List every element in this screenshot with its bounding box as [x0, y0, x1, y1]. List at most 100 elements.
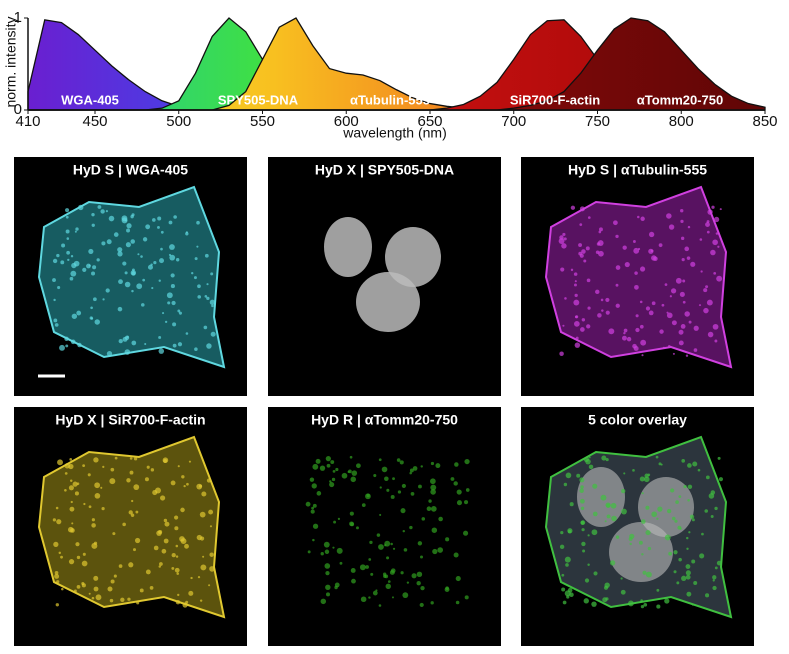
- speck: [144, 477, 149, 482]
- speck: [463, 530, 469, 536]
- speck: [708, 493, 715, 499]
- speck: [583, 456, 590, 463]
- speck: [146, 465, 150, 469]
- speck: [133, 548, 136, 552]
- speck: [645, 571, 652, 578]
- speck: [178, 311, 182, 315]
- speck: [579, 488, 584, 493]
- speck: [341, 472, 348, 479]
- speck: [54, 573, 60, 579]
- speck: [428, 499, 432, 503]
- speck: [68, 559, 75, 565]
- speck: [640, 599, 643, 602]
- speck: [621, 508, 627, 515]
- speck: [124, 349, 131, 355]
- speck: [66, 250, 70, 255]
- speck: [581, 528, 585, 532]
- speck: [561, 587, 566, 592]
- speck: [117, 306, 123, 312]
- speck: [73, 260, 80, 267]
- speck: [54, 323, 59, 327]
- speck: [351, 578, 356, 584]
- x-tick-label: 450: [82, 113, 107, 130]
- speck: [58, 551, 62, 555]
- speck: [110, 467, 115, 472]
- speck: [320, 598, 327, 605]
- speck: [390, 542, 393, 546]
- speck: [615, 535, 620, 539]
- speck: [66, 237, 70, 240]
- speck: [131, 289, 134, 293]
- speck: [108, 215, 115, 222]
- speck: [661, 303, 665, 307]
- speck: [65, 208, 70, 213]
- speck: [191, 272, 194, 275]
- speck: [657, 506, 663, 512]
- speck: [208, 584, 211, 587]
- speck: [686, 256, 691, 260]
- speck: [700, 270, 703, 273]
- speck: [668, 551, 673, 556]
- speck: [118, 564, 123, 568]
- speck: [332, 469, 336, 473]
- speck: [124, 271, 128, 275]
- speck: [632, 240, 636, 243]
- speck: [329, 481, 335, 488]
- speck: [688, 531, 691, 534]
- speck: [196, 220, 200, 225]
- speck: [598, 230, 602, 234]
- speck: [91, 523, 96, 528]
- speck: [172, 322, 177, 327]
- speck: [92, 265, 97, 270]
- speck: [615, 303, 620, 308]
- speck: [687, 463, 692, 468]
- speck: [664, 598, 670, 604]
- speck: [668, 224, 675, 230]
- speck: [641, 354, 644, 357]
- speck: [70, 339, 76, 345]
- speck: [713, 271, 717, 275]
- speck: [55, 603, 59, 607]
- speck: [107, 586, 113, 592]
- speck: [105, 210, 109, 213]
- speck: [101, 507, 105, 511]
- speck: [575, 336, 579, 340]
- speck: [600, 494, 607, 501]
- x-tick-label: 500: [166, 113, 191, 130]
- speck: [94, 319, 100, 325]
- speck: [651, 301, 656, 306]
- nucleus: [324, 217, 372, 277]
- x-tick-label: 850: [752, 113, 777, 130]
- y-tick-label: 1: [14, 9, 22, 26]
- speck: [567, 529, 572, 534]
- speck: [197, 575, 201, 579]
- speck: [105, 288, 110, 293]
- speck: [678, 340, 684, 346]
- speck: [651, 255, 657, 261]
- speck: [386, 488, 390, 492]
- y-tick-label: 0: [14, 101, 22, 118]
- speck: [685, 564, 691, 569]
- speck: [144, 343, 147, 346]
- speck: [680, 209, 684, 213]
- speck: [450, 477, 455, 481]
- speck: [579, 206, 585, 212]
- speck: [707, 209, 713, 215]
- speck: [622, 335, 627, 341]
- speck: [578, 243, 583, 247]
- speck: [157, 225, 160, 229]
- speck: [174, 515, 179, 520]
- image-panel: HyD X | SiR700-F-actin: [14, 407, 247, 646]
- speck: [699, 238, 703, 241]
- x-tick-label: 800: [669, 113, 694, 130]
- speck: [561, 573, 565, 577]
- speck: [91, 518, 95, 522]
- speck: [680, 236, 685, 241]
- speck: [591, 601, 597, 607]
- speck: [64, 336, 69, 342]
- speck: [613, 220, 618, 226]
- speck: [610, 502, 617, 509]
- speck: [368, 558, 372, 561]
- speck: [455, 600, 460, 605]
- speck: [586, 278, 591, 283]
